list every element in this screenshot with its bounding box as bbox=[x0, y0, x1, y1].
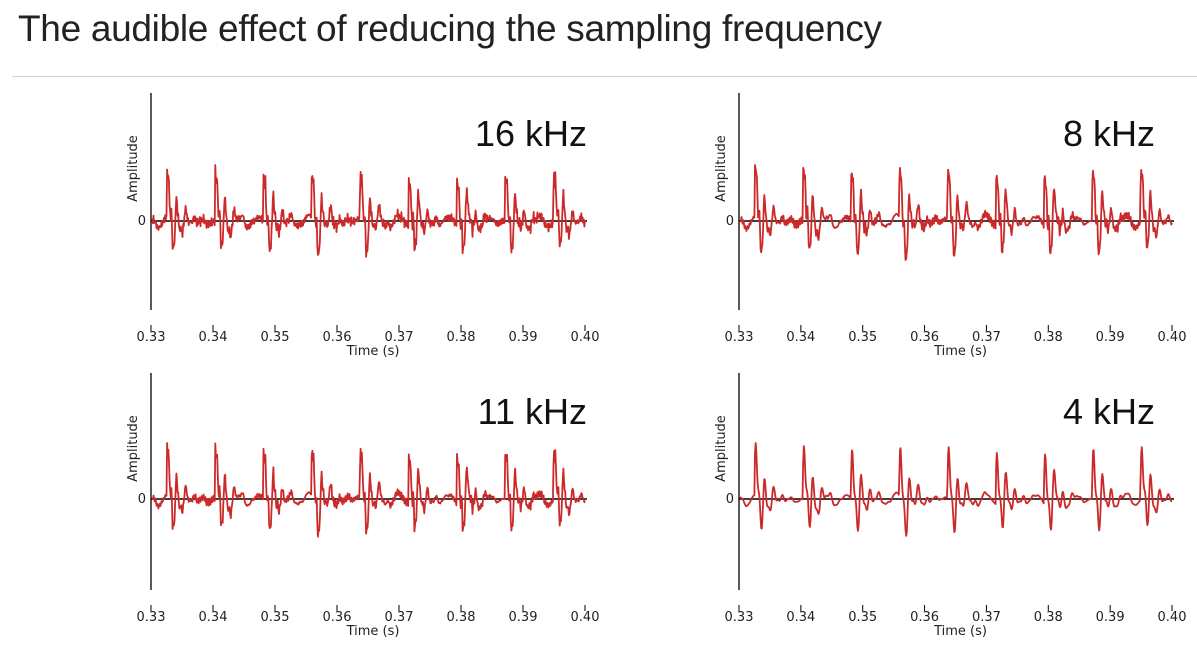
x-tick-label: 0.39 bbox=[1096, 330, 1125, 345]
x-tick-label: 0.33 bbox=[137, 330, 166, 345]
y-tick-label: 0 bbox=[726, 214, 734, 229]
x-tick-label: 0.35 bbox=[261, 330, 290, 345]
x-tick-label: 0.34 bbox=[786, 610, 815, 625]
x-tick-label: 0.38 bbox=[447, 610, 476, 625]
chart-panel-4: 0 Amplitude 0.33 0.34 0.35 0.36 0.37 0.38 0.39 0.… bbox=[714, 373, 1186, 639]
x-tick-label: 0.38 bbox=[1034, 330, 1063, 345]
x-tick-label: 0.40 bbox=[1158, 330, 1187, 345]
y-tick-label: 0 bbox=[138, 492, 146, 507]
x-tick-label: 0.34 bbox=[786, 330, 815, 345]
x-tick-label: 0.40 bbox=[1158, 610, 1187, 625]
x-tick-label: 0.37 bbox=[385, 330, 414, 345]
sampling-rate-annotation: 16 kHz bbox=[475, 113, 587, 154]
x-tick-label: 0.39 bbox=[509, 610, 538, 625]
x-tick-label: 0.36 bbox=[323, 610, 352, 625]
x-tick-label: 0.33 bbox=[725, 610, 754, 625]
x-axis-label: Time (s) bbox=[933, 344, 987, 359]
y-axis-label: Amplitude bbox=[714, 135, 729, 202]
x-tick-label: 0.35 bbox=[261, 610, 290, 625]
x-tick-label: 0.40 bbox=[571, 610, 600, 625]
waveform-line bbox=[739, 442, 1173, 537]
x-tick-label: 0.34 bbox=[199, 610, 228, 625]
x-tick-label: 0.36 bbox=[323, 330, 352, 345]
slide-title: The audible effect of reducing the sampl… bbox=[18, 8, 882, 49]
x-axis-label: Time (s) bbox=[346, 344, 400, 359]
x-tick-label: 0.39 bbox=[1096, 610, 1125, 625]
x-tick-label: 0.40 bbox=[571, 330, 600, 345]
waveform-line bbox=[739, 164, 1173, 261]
waveform-line bbox=[152, 442, 586, 538]
waveform-line bbox=[151, 164, 586, 258]
y-axis-label: Amplitude bbox=[126, 415, 141, 482]
y-axis-label: Amplitude bbox=[126, 135, 141, 202]
x-tick-label: 0.33 bbox=[137, 610, 166, 625]
x-tick-label: 0.37 bbox=[385, 610, 414, 625]
y-tick-label: 0 bbox=[138, 214, 146, 229]
x-tick-label: 0.34 bbox=[199, 330, 228, 345]
y-axis-label: Amplitude bbox=[714, 415, 729, 482]
x-tick-label: 0.33 bbox=[725, 330, 754, 345]
x-tick-label: 0.38 bbox=[1034, 610, 1063, 625]
x-axis-label: Time (s) bbox=[346, 624, 400, 639]
x-tick-label: 0.36 bbox=[910, 330, 939, 345]
title-divider bbox=[12, 76, 1197, 77]
x-axis-label: Time (s) bbox=[933, 624, 987, 639]
chart-panel-3: 0 Amplitude 0.33 0.34 0.35 0.36 0.37 0.38 0.39 0.… bbox=[126, 373, 599, 639]
chart-panel-2: 0 Amplitude 0.33 0.34 0.35 0.36 0.37 0.38 0.39 0.… bbox=[714, 93, 1186, 359]
x-tick-label: 0.39 bbox=[509, 330, 538, 345]
x-tick-label: 0.37 bbox=[972, 610, 1001, 625]
x-tick-label: 0.38 bbox=[447, 330, 476, 345]
chart-panel-1: 0 Amplitude 0.33 0.34 0.35 0.36 0.37 0.38 0.39 0.… bbox=[126, 93, 599, 359]
x-tick-label: 0.37 bbox=[972, 330, 1001, 345]
sampling-rate-annotation: 11 kHz bbox=[478, 391, 587, 432]
y-tick-label: 0 bbox=[726, 492, 734, 507]
x-tick-label: 0.35 bbox=[848, 610, 877, 625]
sampling-rate-annotation: 8 kHz bbox=[1063, 113, 1155, 154]
x-tick-label: 0.35 bbox=[848, 330, 877, 345]
sampling-rate-annotation: 4 kHz bbox=[1063, 391, 1155, 432]
x-tick-label: 0.36 bbox=[910, 610, 939, 625]
